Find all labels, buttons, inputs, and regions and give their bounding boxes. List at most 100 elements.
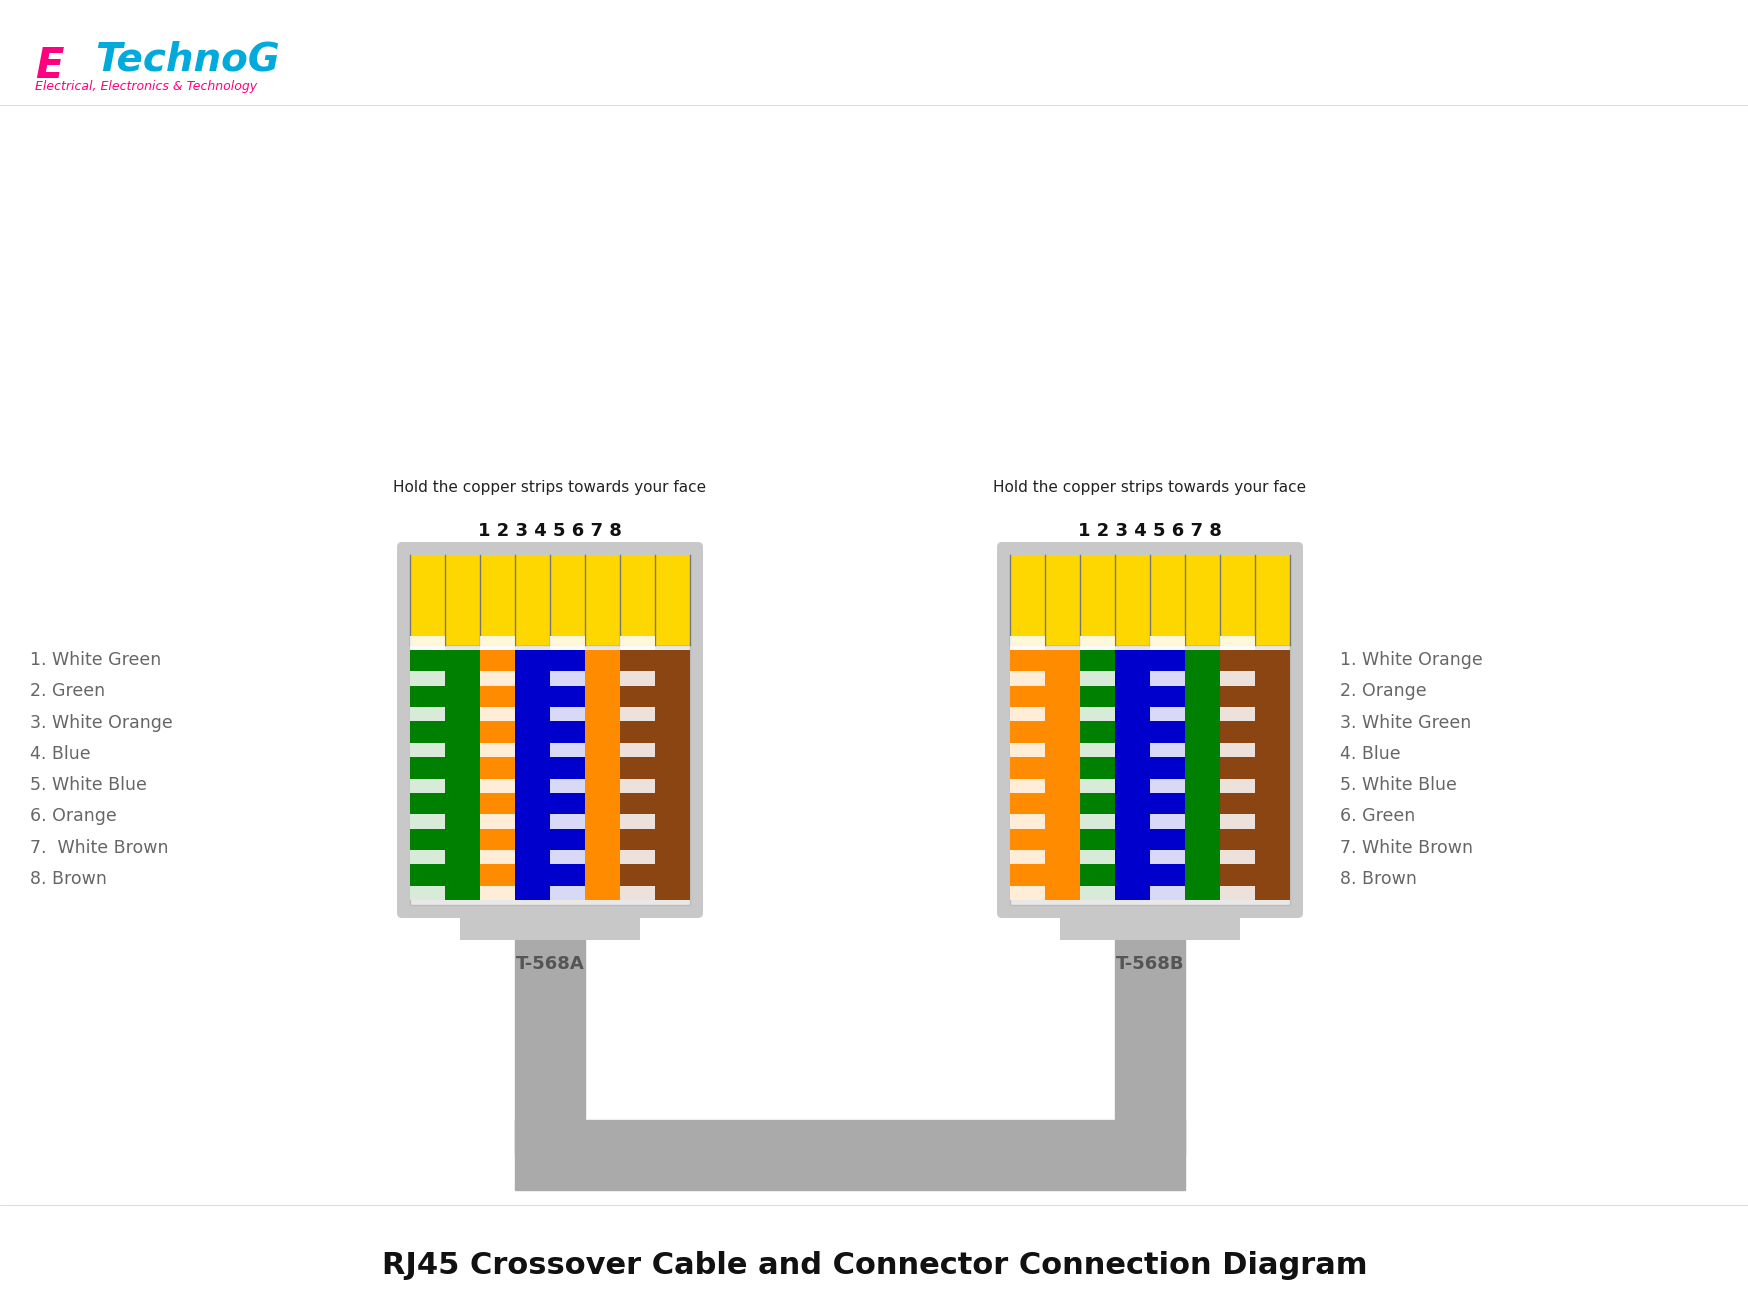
- Text: 4. Blue: 4. Blue: [30, 745, 91, 762]
- Bar: [1009, 814, 1044, 829]
- Bar: [619, 850, 654, 864]
- Bar: [1009, 886, 1044, 900]
- Bar: [409, 555, 690, 645]
- Bar: [1009, 779, 1044, 793]
- Bar: [514, 940, 584, 1155]
- Bar: [479, 850, 514, 864]
- Text: 1. White Green: 1. White Green: [30, 651, 161, 669]
- Text: 5. White Blue: 5. White Blue: [1339, 776, 1456, 793]
- Text: T-568A: T-568A: [516, 955, 584, 974]
- Bar: [1115, 940, 1185, 1155]
- FancyBboxPatch shape: [996, 542, 1302, 917]
- Bar: [1009, 645, 1290, 904]
- Bar: [1009, 672, 1044, 685]
- Text: 5. White Blue: 5. White Blue: [30, 776, 147, 793]
- Bar: [1059, 904, 1239, 940]
- Bar: [1220, 779, 1255, 793]
- Bar: [479, 814, 514, 829]
- Bar: [1115, 650, 1150, 900]
- Bar: [1220, 886, 1255, 900]
- Bar: [409, 707, 444, 722]
- Bar: [1185, 650, 1220, 900]
- Bar: [1009, 850, 1044, 864]
- Bar: [409, 672, 444, 685]
- Text: 4. Blue: 4. Blue: [1339, 745, 1400, 762]
- Bar: [619, 814, 654, 829]
- Bar: [619, 672, 654, 685]
- Bar: [1079, 707, 1115, 722]
- Bar: [1079, 743, 1115, 757]
- Text: 1 2 3 4 5 6 7 8: 1 2 3 4 5 6 7 8: [1077, 522, 1222, 540]
- Bar: [479, 779, 514, 793]
- Bar: [1079, 886, 1115, 900]
- Bar: [549, 886, 584, 900]
- Bar: [1150, 779, 1185, 793]
- Bar: [549, 850, 584, 864]
- Bar: [1079, 672, 1115, 685]
- Bar: [1079, 814, 1115, 829]
- Bar: [549, 650, 584, 900]
- Bar: [409, 850, 444, 864]
- Bar: [619, 636, 654, 650]
- Bar: [1009, 743, 1044, 757]
- Bar: [1150, 886, 1185, 900]
- Text: 2. Orange: 2. Orange: [1339, 683, 1426, 701]
- Text: Electrical, Electronics & Technology: Electrical, Electronics & Technology: [35, 80, 257, 93]
- Bar: [479, 650, 514, 900]
- FancyBboxPatch shape: [397, 542, 703, 917]
- Bar: [549, 814, 584, 829]
- Bar: [1255, 650, 1290, 900]
- Bar: [584, 650, 619, 900]
- Bar: [1009, 555, 1290, 645]
- Bar: [549, 636, 584, 650]
- Bar: [479, 707, 514, 722]
- Bar: [549, 672, 584, 685]
- Bar: [1150, 672, 1185, 685]
- Bar: [1220, 650, 1255, 900]
- Bar: [1220, 672, 1255, 685]
- Text: 6. Green: 6. Green: [1339, 808, 1414, 825]
- Bar: [409, 743, 444, 757]
- Bar: [409, 814, 444, 829]
- Bar: [549, 779, 584, 793]
- Text: E: E: [35, 44, 63, 87]
- Text: 7. White Brown: 7. White Brown: [1339, 839, 1472, 856]
- Bar: [1150, 707, 1185, 722]
- Text: 1 2 3 4 5 6 7 8: 1 2 3 4 5 6 7 8: [477, 522, 622, 540]
- Bar: [1009, 636, 1044, 650]
- Bar: [619, 650, 654, 900]
- Bar: [479, 636, 514, 650]
- Bar: [619, 743, 654, 757]
- Bar: [1150, 650, 1185, 900]
- Bar: [409, 650, 444, 900]
- Bar: [1220, 636, 1255, 650]
- Bar: [619, 886, 654, 900]
- Bar: [1220, 850, 1255, 864]
- Text: Hold the copper strips towards your face: Hold the copper strips towards your face: [393, 480, 706, 495]
- Bar: [1009, 707, 1044, 722]
- Bar: [514, 650, 549, 900]
- Bar: [619, 707, 654, 722]
- Text: 2. Green: 2. Green: [30, 683, 105, 701]
- Text: 8. Brown: 8. Brown: [1339, 869, 1416, 887]
- Bar: [514, 1120, 1185, 1190]
- Bar: [1220, 814, 1255, 829]
- Text: 3. White Orange: 3. White Orange: [30, 714, 173, 732]
- Bar: [479, 672, 514, 685]
- Text: 7.  White Brown: 7. White Brown: [30, 839, 168, 856]
- Text: T-568B: T-568B: [1115, 955, 1183, 974]
- Bar: [479, 886, 514, 900]
- Bar: [654, 650, 690, 900]
- Bar: [1044, 650, 1079, 900]
- Bar: [444, 650, 479, 900]
- Bar: [1009, 650, 1044, 900]
- Bar: [1079, 779, 1115, 793]
- Text: Hold the copper strips towards your face: Hold the copper strips towards your face: [993, 480, 1306, 495]
- Bar: [549, 743, 584, 757]
- Text: RJ45 Crossover Cable and Connector Connection Diagram: RJ45 Crossover Cable and Connector Conne…: [381, 1250, 1367, 1279]
- Bar: [409, 636, 444, 650]
- Bar: [1079, 636, 1115, 650]
- Bar: [409, 886, 444, 900]
- Bar: [409, 645, 690, 904]
- Bar: [1150, 743, 1185, 757]
